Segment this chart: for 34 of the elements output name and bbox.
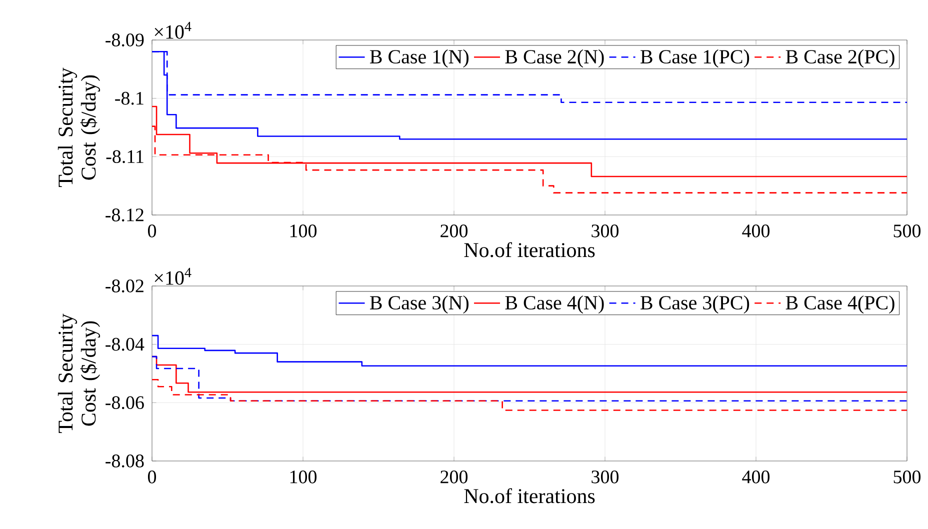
y-axis-title: Total Security Cost ($/day) [58, 314, 100, 434]
x-tick-label: 500 [894, 470, 921, 484]
x-tick-label: 400 [742, 470, 770, 484]
legend-label: B Case 4(N) [505, 295, 604, 314]
legend-label: B Case 1(PC) [640, 49, 750, 68]
y-tick-label: -8.11 [106, 150, 144, 164]
legend-label: B Case 2(N) [505, 49, 604, 68]
text: ×10$^{4}$ [154, 22, 192, 39]
x-tick-label: 500 [894, 224, 921, 238]
x-axis-title: No.of iterations [464, 242, 595, 258]
x-tick-label: 300 [592, 224, 619, 238]
x-axis-title: No.of iterations [464, 488, 595, 504]
y-tick-label: -8.04 [106, 338, 144, 351]
x-tick-label: 200 [440, 224, 468, 238]
legend-label: B Case 1(N) [370, 49, 469, 68]
y-axis-title: Total Security Cost ($/day) [58, 68, 100, 188]
x-tick-label: 400 [742, 224, 770, 238]
x-tick-label: 100 [290, 470, 317, 484]
y-tick-label: -8.08 [106, 454, 144, 468]
y-tick-label: -8.1 [115, 92, 144, 105]
x-tick-label: 100 [290, 224, 317, 238]
legend-label: B Case 3(N) [370, 295, 469, 314]
x-tick-label: 0 [148, 470, 156, 484]
text: ×10$^{4}$ [154, 268, 192, 285]
y-tick-label: -8.12 [106, 208, 144, 222]
legend-label: B Case 3(PC) [640, 295, 750, 314]
x-tick-label: 0 [148, 224, 156, 238]
x-tick-label: 200 [440, 470, 468, 484]
legend-label: B Case 2(PC) [786, 49, 894, 68]
legend-label: B Case 4(PC) [786, 295, 894, 314]
y-tick-label: -8.09 [106, 34, 144, 46]
y-tick-label: -8.06 [106, 396, 144, 410]
y-tick-label: -8.02 [106, 280, 144, 292]
x-tick-label: 300 [592, 470, 619, 484]
